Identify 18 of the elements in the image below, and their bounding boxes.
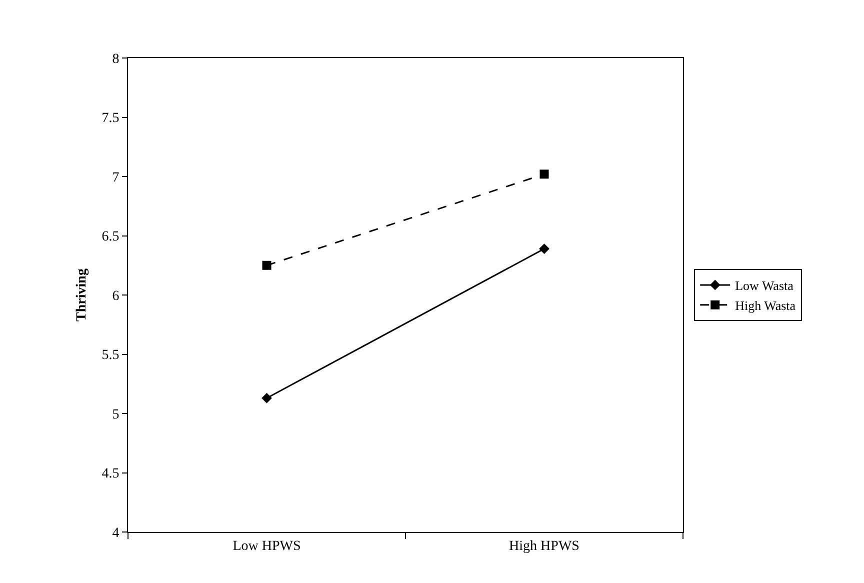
y-tick-label: 5.5 xyxy=(102,348,120,364)
y-tick-label: 8 xyxy=(112,52,120,67)
y-tick-label: 7 xyxy=(112,170,120,186)
point xyxy=(262,260,272,270)
y-tick-label: 6 xyxy=(112,288,120,304)
y-tick-label: 7.5 xyxy=(102,111,120,126)
legend-label: Low Wasta xyxy=(735,278,794,294)
y-axis-title: Thriving xyxy=(74,268,90,322)
point xyxy=(262,392,272,404)
y-tick-label: 6.5 xyxy=(102,230,120,245)
x-tick-label: Low HPWS xyxy=(232,538,301,554)
point xyxy=(539,244,550,254)
point xyxy=(540,170,549,179)
y-tick-label: 4 xyxy=(112,526,120,541)
y-tick-label: 5 xyxy=(112,407,120,422)
x-tick-label: High HPWS xyxy=(509,538,580,554)
y-tick-label: 4.5 xyxy=(102,466,120,482)
legend-label: High Wasta xyxy=(735,298,796,313)
